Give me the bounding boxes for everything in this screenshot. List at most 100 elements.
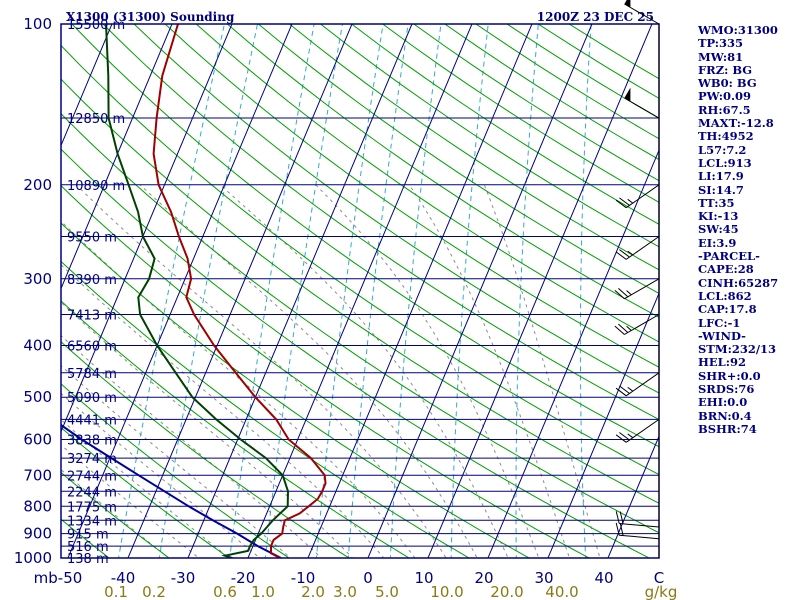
height-tick-label: 10890 m (67, 179, 125, 194)
moist-adiabat (61, 392, 261, 558)
index-item: PW:0.09 (698, 89, 752, 104)
mixing-ratio-tick-label: 2.0 (301, 583, 325, 600)
pressure-tick-label: 1000 (14, 549, 52, 567)
moist-adiabat (483, 184, 601, 558)
index-item: TT:35 (698, 195, 735, 210)
index-item: CAP:17.8 (698, 302, 757, 317)
height-tick-label: 15500 m (67, 18, 125, 33)
wind-barb-half-feather (627, 386, 634, 392)
sounding-profiles (61, 24, 327, 558)
wind-barb-feather (615, 387, 627, 397)
pressure-tick-label: 800 (23, 497, 52, 515)
height-tick-label: 915 m (67, 528, 109, 543)
isotherm (61, 24, 173, 290)
wind-barb (615, 372, 660, 397)
mixing-ratio-tick-label: 5.0 (375, 583, 399, 600)
pressure-tick-label: 600 (23, 431, 52, 449)
mixing-ratio-tick-label: 0.2 (142, 583, 166, 600)
wind-barb-half-feather (626, 290, 632, 296)
wind-barb-feather (619, 511, 624, 525)
wind-barb-feather (619, 385, 630, 394)
index-item: LFC:-1 (698, 315, 741, 330)
wind-barb-feather (615, 434, 627, 443)
wind-barb-half-feather (627, 250, 634, 256)
wind-barb-feather (614, 325, 625, 335)
wind-barb-shaft (625, 236, 660, 260)
wind-barb-shaft (619, 523, 660, 528)
dry-adiabat (61, 260, 471, 558)
wind-barb (615, 418, 660, 443)
moist-adiabat (408, 184, 571, 558)
pressure-tick-label: 900 (23, 525, 52, 543)
temperature-tick-label: mb-50 (34, 569, 83, 587)
wind-barb-feather (615, 251, 627, 260)
index-item: BRN:0.4 (698, 408, 752, 423)
mixing-ratio-tick-label: 40.0 (545, 583, 578, 600)
dry-adiabat (61, 341, 351, 558)
wind-barb-half-feather (627, 433, 634, 439)
index-item: HEL:92 (698, 355, 746, 370)
index-item: STM:232/13 (698, 342, 777, 357)
pressure-tick-label: 400 (23, 337, 52, 355)
dewpoint-trace (105, 24, 290, 558)
wind-barb-feather (615, 511, 620, 524)
temperature-tick-label: 40 (594, 569, 613, 587)
wind-barb-feather (618, 288, 629, 298)
wind-barb-shaft (619, 534, 660, 540)
index-item: SRDS:76 (698, 382, 755, 397)
moist-adiabat (61, 220, 416, 558)
moist-adiabat (61, 444, 200, 558)
temperature-tick-label: 30 (534, 569, 553, 587)
mixing-ratio-tick-label: 0.6 (213, 583, 237, 600)
isotherm (247, 24, 473, 558)
height-tick-label: 12850 m (67, 112, 125, 127)
isotherm (61, 24, 113, 147)
mixing-ratio-tick-label: g/kg (645, 583, 678, 600)
pressure-tick-label: 200 (23, 176, 52, 194)
mixing-ratio-tick-label: 0.1 (104, 583, 128, 600)
height-tick-label: 7413 m (67, 309, 117, 324)
index-item: BSHR:74 (698, 421, 757, 436)
dry-adiabat (61, 471, 170, 558)
pressure-tick-label: 700 (23, 466, 52, 484)
moist-adiabat (315, 184, 540, 558)
height-tick-label: 8390 m (67, 273, 117, 288)
index-item: CINH:65287 (698, 275, 779, 290)
index-item: KI:-13 (698, 209, 739, 224)
valid-time: 1200Z 23 DEC 25 (537, 10, 654, 24)
moist-adiabat (61, 364, 292, 558)
index-item: RH:67.5 (698, 102, 751, 117)
isotherm (127, 24, 353, 558)
index-item: SI:14.7 (698, 182, 744, 197)
isotherm (547, 292, 659, 558)
wind-barb-feather (619, 249, 630, 258)
dry-adiabat (61, 383, 291, 558)
mixing-ratio-line (117, 24, 225, 558)
wind-barb-flag (624, 0, 631, 8)
index-item: WB0: BG (698, 76, 757, 91)
height-tick-label: 2244 m (67, 485, 117, 500)
height-tick-label: 4441 m (67, 413, 117, 428)
index-item: L57:7.2 (698, 142, 747, 157)
isotherm (487, 148, 659, 558)
wind-barb (624, 0, 660, 25)
wind-barb-half-feather (627, 198, 634, 204)
height-tick-label: 3274 m (67, 452, 117, 467)
index-item: -WIND- (698, 328, 746, 343)
index-item: MW:81 (698, 49, 744, 64)
wind-barb (615, 522, 660, 540)
height-tick-label: 1775 m (67, 500, 117, 515)
temperature-tick-label: 20 (474, 569, 493, 587)
dry-adiabat (61, 518, 110, 558)
height-tick-label: 6560 m (67, 340, 117, 355)
temperature-tick-label: -20 (231, 569, 256, 587)
height-tick-label: 1334 m (67, 514, 117, 529)
wind-barb (624, 87, 660, 119)
station-title: X1300 (31300) Sounding (66, 10, 235, 24)
height-tick-label: 2744 m (67, 469, 117, 484)
wind-barb (614, 278, 660, 300)
index-item: EI:3.9 (698, 235, 737, 250)
moist-adiabat (61, 264, 385, 558)
wind-barb-shaft (624, 314, 660, 335)
